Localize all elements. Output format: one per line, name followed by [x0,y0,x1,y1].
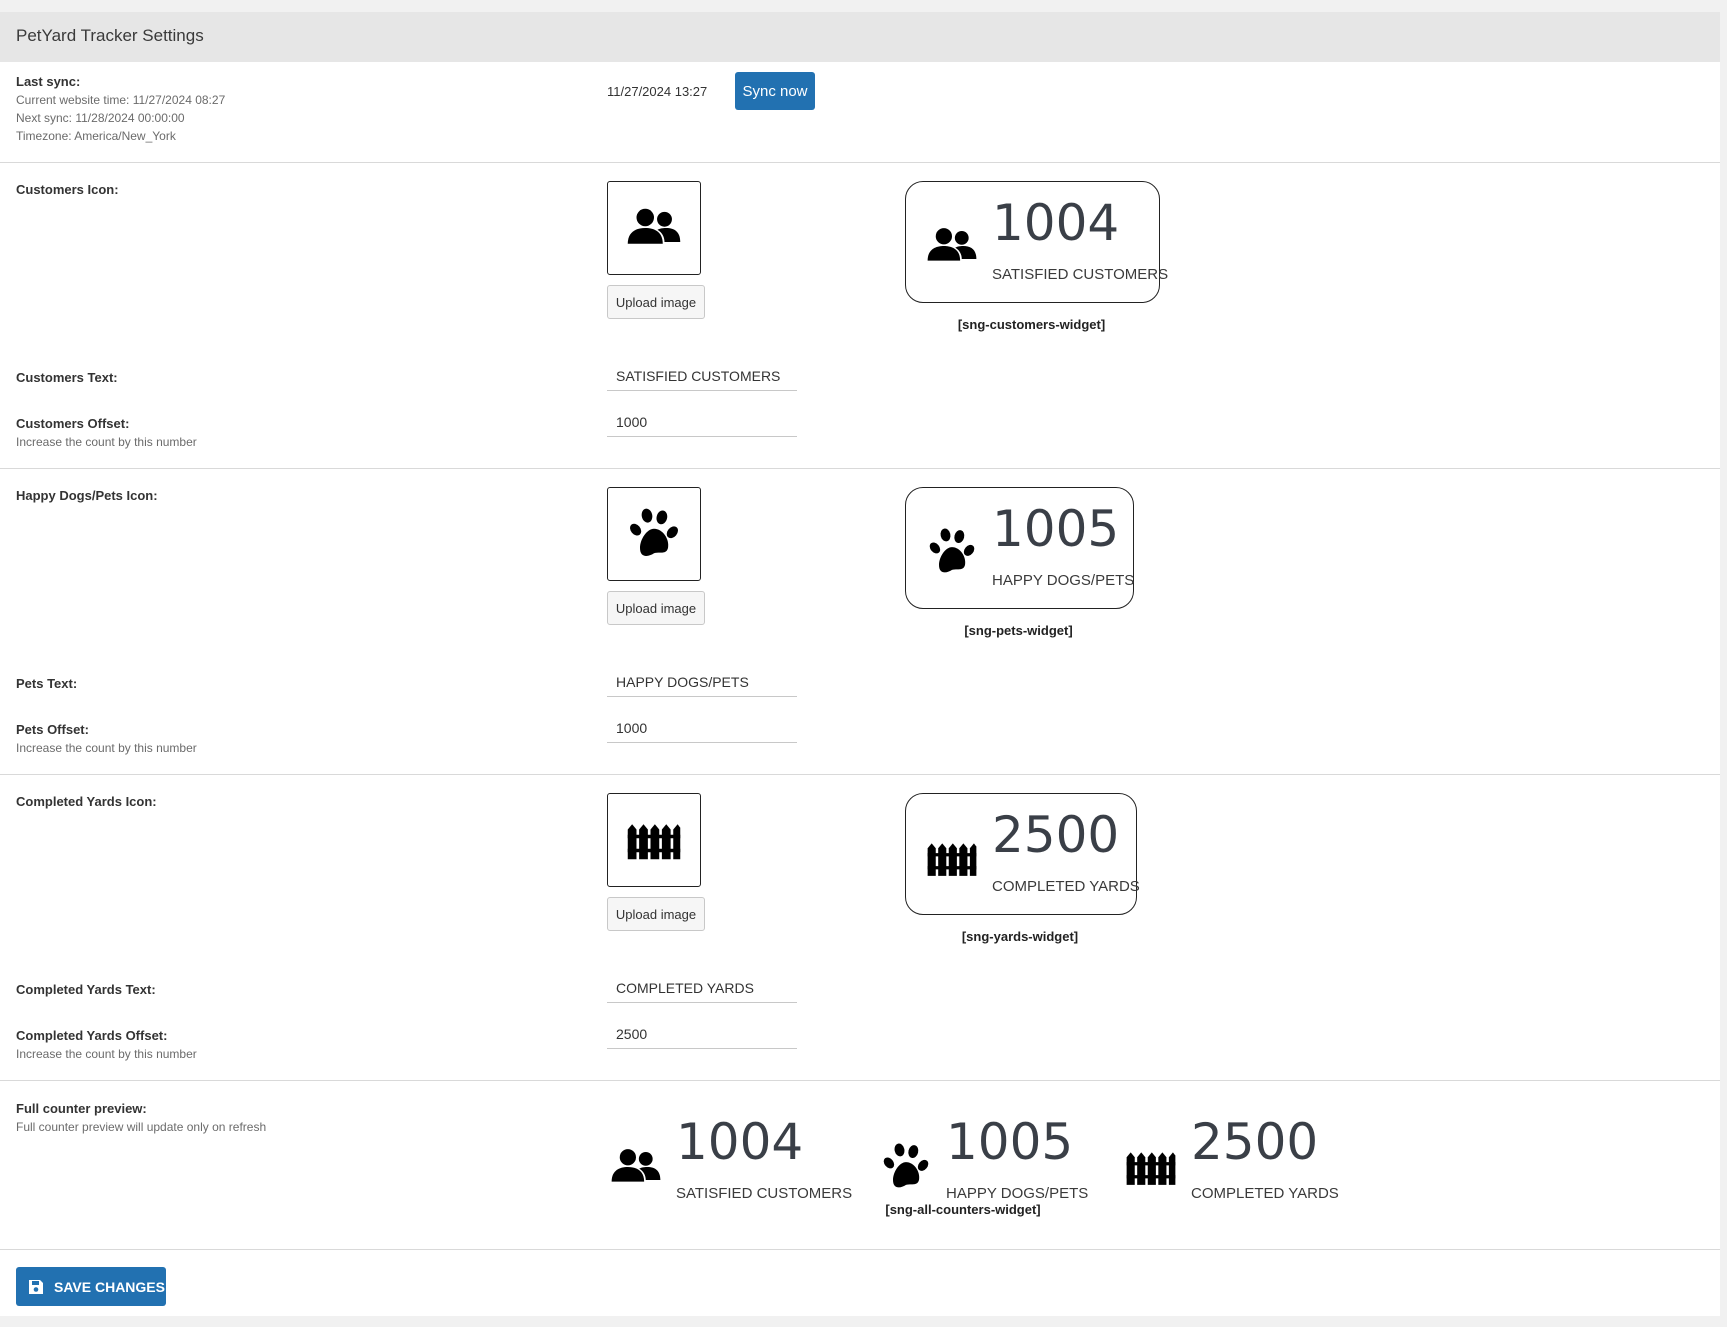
pets-text-input[interactable] [607,667,797,697]
yards-offset-label: Completed Yards Offset: [16,1028,168,1043]
yards-widget-preview: 2500 COMPLETED YARDS [905,793,1140,915]
full-preview-pets: 1005 HAPPY DOGS/PETS [880,1107,1088,1202]
yards-count: 2500 [992,806,1120,864]
sync-now-button[interactable]: Sync now [735,72,815,110]
pets-widget-text: HAPPY DOGS/PETS [992,572,1135,589]
yards-text-label: Completed Yards Text: [16,982,156,997]
divider [0,1080,1720,1081]
fence-icon [1125,1141,1177,1193]
pets-text-label: Pets Text: [16,676,78,691]
customers-widget-preview: 1004 SATISFIED CUSTOMERS [905,181,1168,303]
all-counters-shortcode: [sng-all-counters-widget] [885,1202,1041,1217]
yards-offset-input[interactable] [607,1019,797,1049]
users-icon [626,200,682,256]
pets-widget-text: HAPPY DOGS/PETS [946,1185,1089,1202]
yards-icon-label: Completed Yards Icon: [16,794,157,809]
yards-widget-text: COMPLETED YARDS [992,878,1140,895]
fence-icon [926,832,978,884]
divider [0,162,1720,163]
customers-widget-text: SATISFIED CUSTOMERS [676,1185,853,1202]
current-website-time: Current website time: 11/27/2024 08:27 [16,93,226,107]
pets-icon-label: Happy Dogs/Pets Icon: [16,488,158,503]
customers-widget-text: SATISFIED CUSTOMERS [992,266,1169,283]
customers-text-label: Customers Text: [16,370,118,385]
customers-text-input[interactable] [607,361,797,391]
yards-upload-button[interactable]: Upload image [607,897,705,931]
customers-shortcode: [sng-customers-widget] [957,317,1106,332]
full-preview-label: Full counter preview: [16,1101,147,1116]
paw-icon [926,526,978,578]
yards-shortcode: [sng-yards-widget] [961,929,1079,944]
customers-offset-hint: Increase the count by this number [16,435,197,449]
yards-icon-preview[interactable] [607,793,701,887]
pets-offset-input[interactable] [607,713,797,743]
pets-icon-preview[interactable] [607,487,701,581]
settings-panel: PetYard Tracker Settings Last sync: Curr… [0,12,1720,1316]
panel-header: PetYard Tracker Settings [0,12,1720,62]
pets-upload-button[interactable]: Upload image [607,591,705,625]
pets-shortcode: [sng-pets-widget] [964,623,1073,638]
paw-icon [880,1141,932,1193]
yards-count: 2500 [1191,1113,1319,1171]
full-preview-yards: 2500 COMPLETED YARDS [1125,1107,1345,1202]
users-icon [610,1141,662,1193]
customers-count: 1004 [676,1113,804,1171]
customers-upload-button[interactable]: Upload image [607,285,705,319]
customers-icon-preview[interactable] [607,181,701,275]
yards-offset-hint: Increase the count by this number [16,1047,197,1061]
fence-icon [626,812,682,868]
pets-count: 1005 [992,500,1120,558]
floppy-disk-icon [29,1279,43,1294]
full-preview-customers: 1004 SATISFIED CUSTOMERS [610,1107,852,1202]
full-preview-hint: Full counter preview will update only on… [16,1120,267,1134]
users-icon [926,220,978,272]
divider [0,774,1720,775]
pets-offset-hint: Increase the count by this number [16,741,197,755]
yards-widget-text: COMPLETED YARDS [1191,1185,1339,1202]
next-sync-time: Next sync: 11/28/2024 00:00:00 [16,111,185,125]
customers-icon-label: Customers Icon: [16,182,119,197]
last-sync-value: 11/27/2024 13:27 [607,84,708,99]
customers-count: 1004 [992,194,1120,252]
pets-count: 1005 [946,1113,1074,1171]
last-sync-label: Last sync: [16,74,81,89]
customers-offset-input[interactable] [607,407,797,437]
pets-widget-preview: 1005 HAPPY DOGS/PETS [905,487,1134,609]
timezone: Timezone: America/New_York [16,129,176,143]
pets-offset-label: Pets Offset: [16,722,89,737]
customers-offset-label: Customers Offset: [16,416,130,431]
divider [0,1249,1720,1250]
save-changes-label: SAVE CHANGES [54,1278,165,1295]
divider [0,468,1720,469]
yards-text-input[interactable] [607,973,797,1003]
paw-icon [626,506,682,562]
save-changes-button[interactable]: SAVE CHANGES [16,1267,166,1306]
page-title: PetYard Tracker Settings [16,26,204,45]
